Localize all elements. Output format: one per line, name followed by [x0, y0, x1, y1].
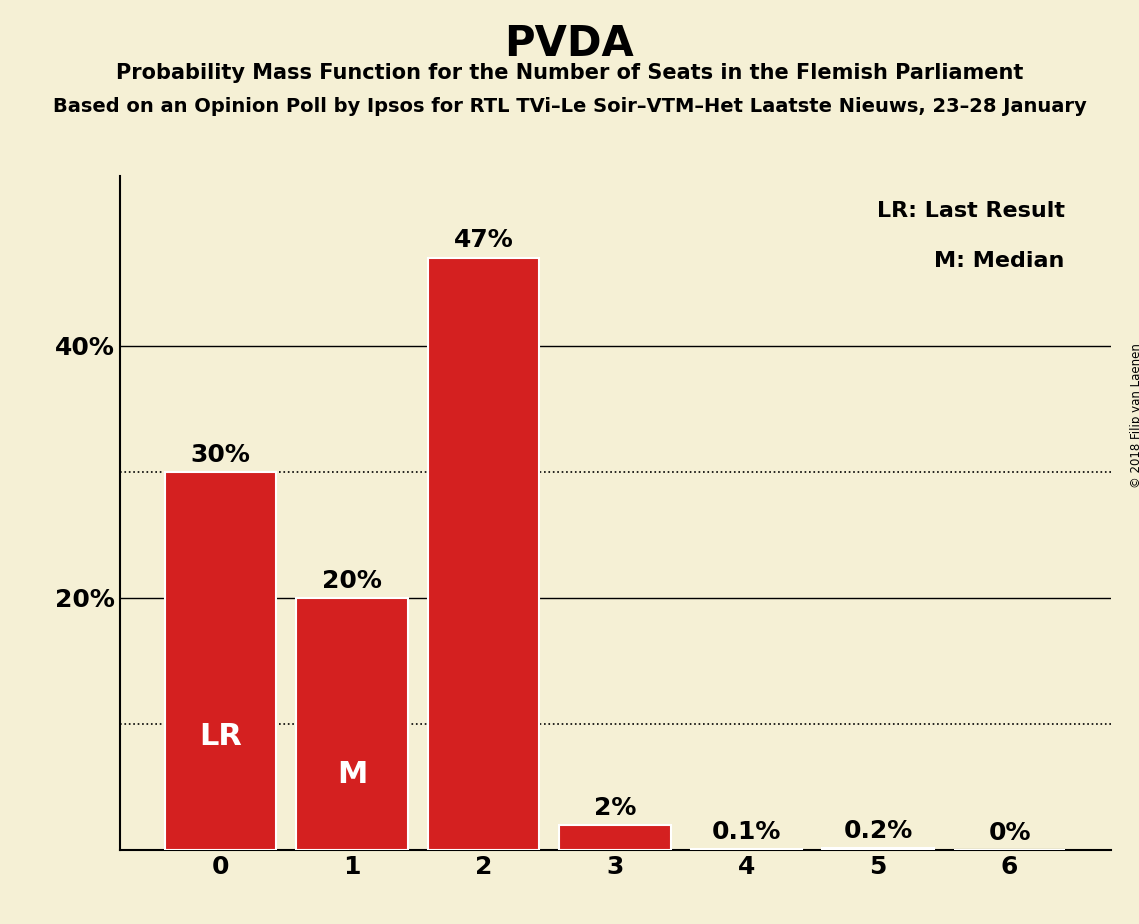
Bar: [165, 472, 277, 850]
Bar: [822, 847, 934, 850]
Bar: [427, 258, 540, 850]
Text: 0%: 0%: [989, 821, 1031, 845]
Text: PVDA: PVDA: [505, 23, 634, 65]
Text: M: Median: M: Median: [934, 251, 1065, 272]
Text: 2%: 2%: [593, 796, 637, 820]
Bar: [559, 825, 671, 850]
Text: 0.2%: 0.2%: [844, 819, 912, 843]
Text: Based on an Opinion Poll by Ipsos for RTL TVi–Le Soir–VTM–Het Laatste Nieuws, 23: Based on an Opinion Poll by Ipsos for RT…: [52, 97, 1087, 116]
Text: 47%: 47%: [453, 228, 514, 252]
Text: 0.1%: 0.1%: [712, 820, 781, 844]
Text: LR: Last Result: LR: Last Result: [877, 201, 1065, 221]
Text: M: M: [337, 760, 367, 789]
Bar: [690, 849, 803, 850]
Text: © 2018 Filip van Laenen: © 2018 Filip van Laenen: [1130, 344, 1139, 488]
Bar: [296, 598, 408, 850]
Text: 30%: 30%: [190, 443, 251, 467]
Text: LR: LR: [199, 723, 241, 751]
Text: 20%: 20%: [322, 569, 382, 593]
Text: Probability Mass Function for the Number of Seats in the Flemish Parliament: Probability Mass Function for the Number…: [116, 63, 1023, 83]
